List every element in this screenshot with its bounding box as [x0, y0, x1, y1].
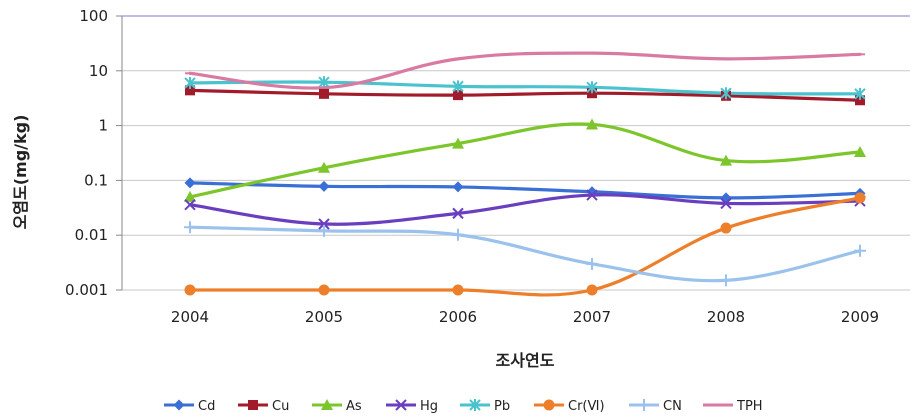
legend-label: Cd [198, 399, 215, 414]
legend-item-hg: Hg [386, 399, 438, 414]
legend-label: As [346, 399, 362, 414]
data-point-cn [318, 224, 330, 237]
legend-label: Cr(Ⅵ) [568, 399, 605, 414]
data-point-cu [453, 90, 463, 101]
legend-marker [638, 399, 650, 411]
x-tick-label: 2009 [841, 308, 879, 326]
series-line-tph [188, 51, 862, 90]
legend-marker [173, 399, 185, 411]
legend-item-cu: Cu [238, 399, 289, 414]
y-axis-ticks: 100 10 1 0.1 0.01 0.001 [65, 7, 108, 299]
x-tick-label: 2006 [439, 308, 477, 326]
legend-label: TPH [736, 399, 763, 414]
data-point-cr [452, 284, 464, 296]
y-tick-label: 0.1 [84, 171, 108, 189]
series-line-hg [188, 193, 862, 226]
data-point-pb [452, 80, 464, 93]
data-point-hg [184, 199, 196, 211]
data-point-cd [318, 180, 330, 192]
data-point-cd [452, 181, 464, 193]
data-point-pb [586, 81, 598, 94]
data-point-hg [452, 207, 464, 220]
data-point-pb [854, 87, 866, 100]
data-point-hg [586, 189, 598, 201]
series-line-cr [188, 196, 862, 297]
legend-item-cr: Cr(Ⅵ) [534, 399, 605, 414]
legend: Cd Cu As Hg Pb Cr(Ⅵ) CN TPH [164, 399, 763, 414]
data-point-cr [720, 222, 732, 234]
x-tick-label: 2004 [171, 308, 209, 326]
series-markers [184, 52, 866, 296]
data-point-as [184, 190, 196, 202]
legend-marker [395, 399, 407, 411]
x-tick-label: 2007 [573, 308, 611, 326]
y-axis-title: 오염도(mg/kg) [11, 115, 30, 230]
data-point-cn [720, 274, 732, 287]
data-point-cr [184, 284, 196, 296]
data-point-cr [586, 284, 598, 296]
data-point-pb [184, 76, 196, 89]
legend-item-cn: CN [629, 399, 682, 414]
x-axis-ticks: 2004 2005 2006 2007 2008 2009 [171, 308, 879, 326]
y-tick-label: 100 [79, 7, 108, 25]
data-point-cu [319, 88, 329, 99]
data-point-pb [720, 87, 732, 100]
legend-label: Pb [494, 399, 510, 414]
series-lines [188, 51, 862, 297]
legend-item-as: As [312, 399, 362, 414]
x-tick-label: 2005 [305, 308, 343, 326]
data-point-hg [318, 218, 330, 230]
x-tick-label: 2008 [707, 308, 745, 326]
series-line-as [188, 122, 862, 199]
legend-item-pb: Pb [460, 399, 510, 414]
legend-marker [321, 399, 333, 410]
data-point-as [318, 161, 330, 173]
series-line-cu [188, 88, 862, 102]
data-point-cr [854, 192, 866, 204]
y-tick-label: 0.001 [65, 281, 108, 299]
y-tick-label: 0.01 [75, 226, 108, 244]
series-line-pb [188, 80, 862, 96]
data-point-cd [586, 186, 598, 198]
legend-marker [469, 399, 481, 411]
data-point-cn [586, 257, 598, 270]
legend-item-tph: TPH [703, 399, 763, 414]
data-point-as [854, 145, 866, 157]
data-point-cn [184, 221, 196, 234]
legend-marker [543, 399, 555, 411]
data-point-cn [452, 228, 464, 241]
y-tick-label: 1 [98, 117, 108, 135]
data-point-cd [184, 177, 196, 189]
data-point-as [586, 118, 598, 130]
legend-label: CN [663, 399, 682, 414]
data-point-cn [854, 244, 866, 257]
data-point-cu [185, 85, 195, 96]
y-tick-label: 10 [89, 62, 108, 80]
series-line-cd [188, 181, 862, 200]
legend-marker [248, 400, 258, 410]
data-point-cu [855, 95, 865, 106]
data-point-as [720, 154, 732, 166]
x-axis-title: 조사연도 [496, 351, 555, 370]
legend-label: Hg [420, 399, 438, 414]
data-point-hg [720, 197, 732, 210]
data-point-cr [318, 284, 330, 296]
series-line-cn [188, 225, 862, 283]
data-point-pb [318, 76, 330, 89]
data-point-as [452, 137, 464, 149]
legend-label: Cu [272, 399, 289, 414]
legend-item-cd: Cd [164, 399, 215, 414]
